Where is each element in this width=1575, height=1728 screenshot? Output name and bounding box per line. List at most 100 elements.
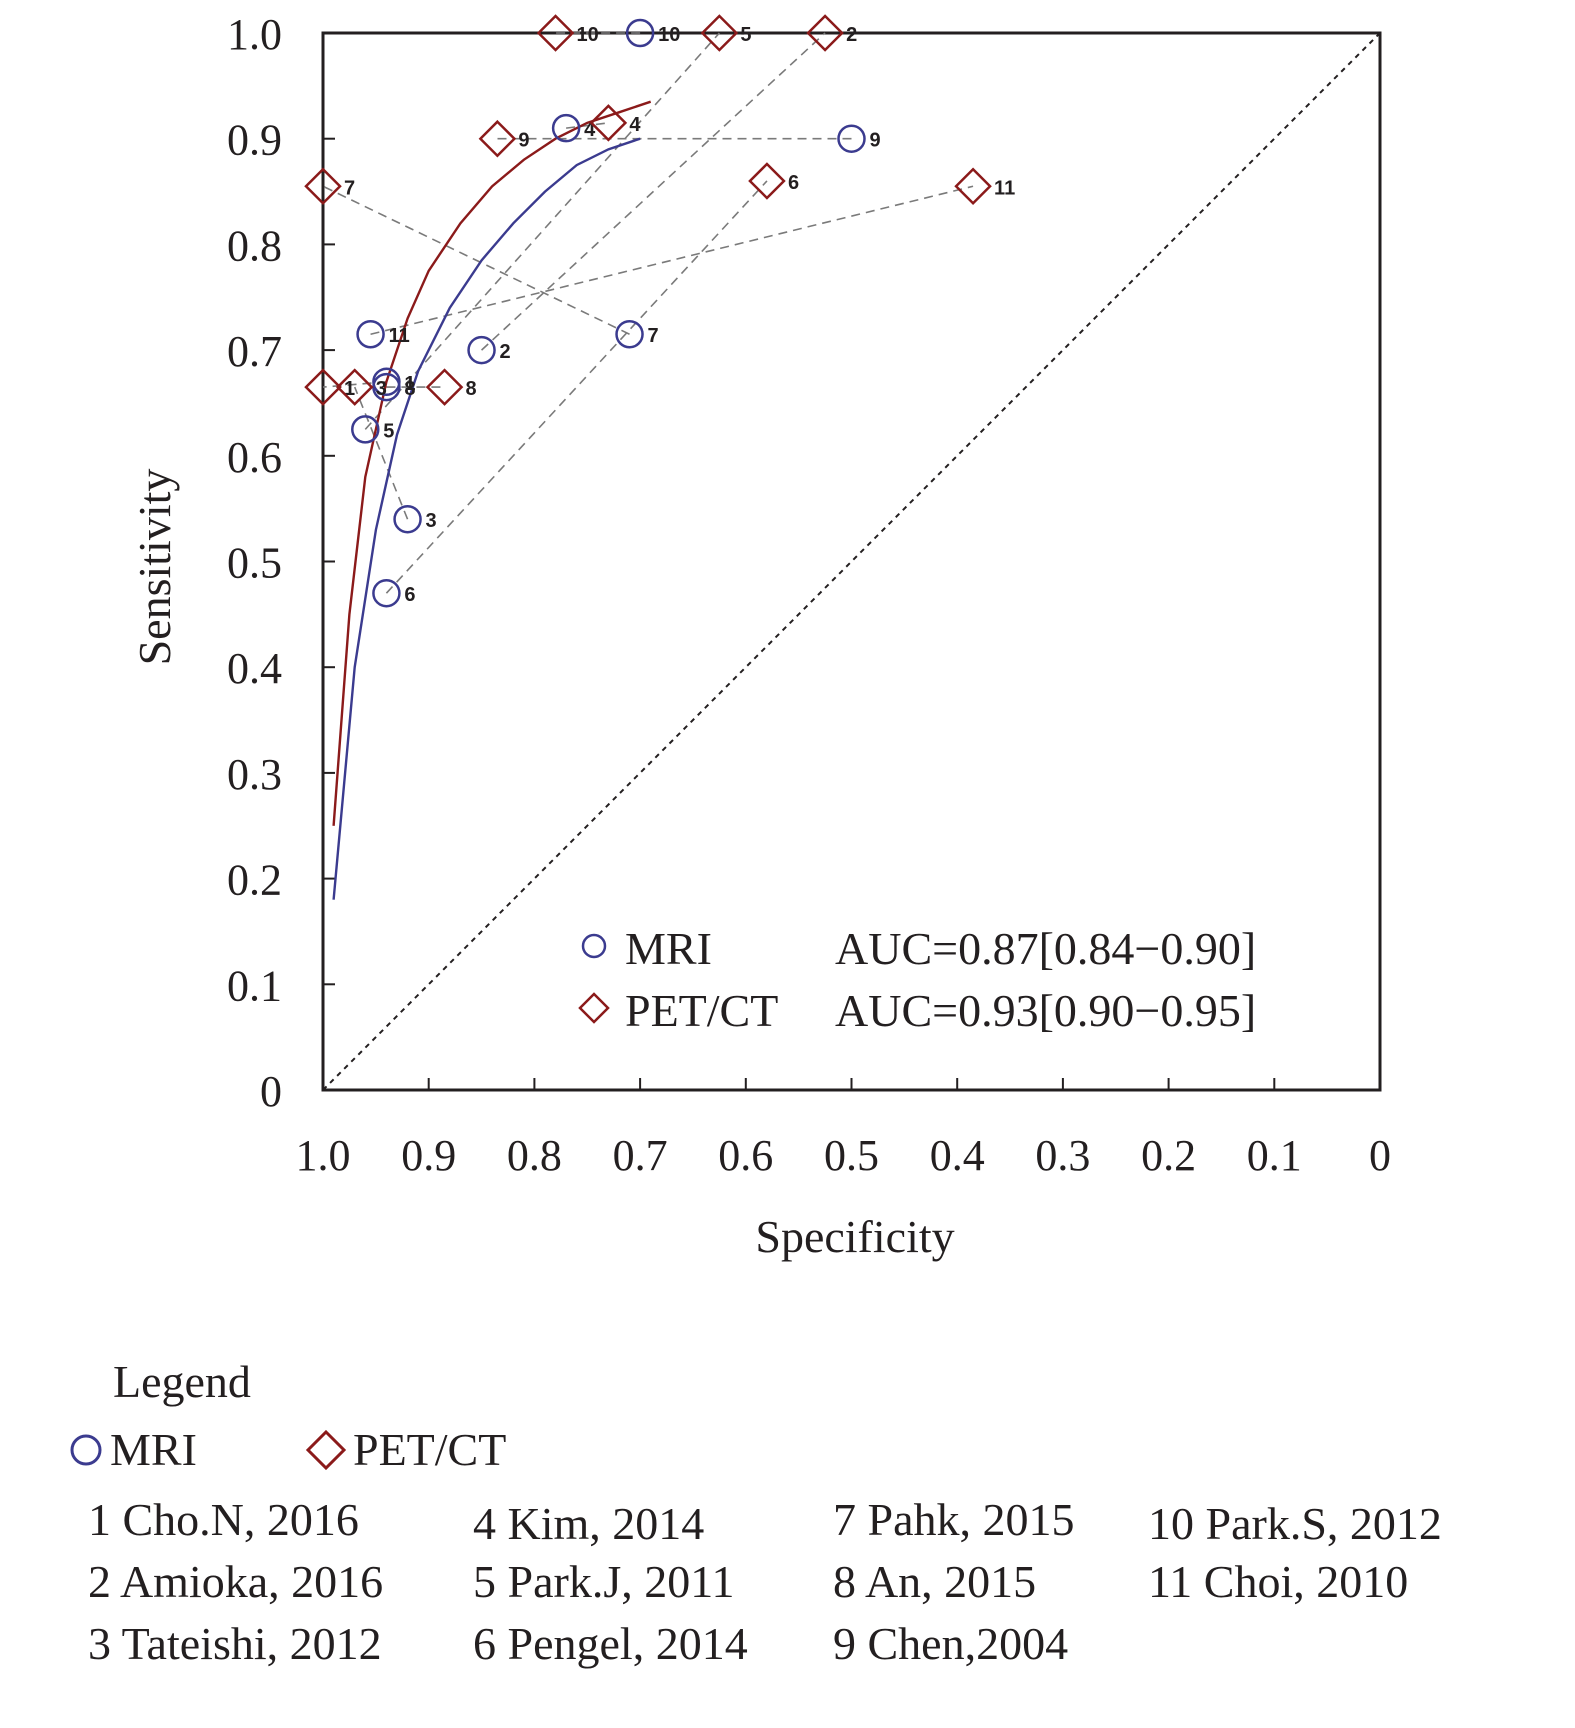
x-tick-label: 0 <box>1369 1131 1391 1180</box>
petct-point-label: 10 <box>577 24 599 46</box>
study-entry-11: 11 Choi, 2010 <box>1148 1556 1409 1607</box>
mri-point-label: 11 <box>389 325 410 347</box>
y-tick-label: 0.2 <box>227 856 282 905</box>
x-tick-label: 0.1 <box>1247 1131 1302 1180</box>
petct-point-label: 7 <box>344 177 355 199</box>
x-axis-title: Specificity <box>755 1211 954 1262</box>
study-pair-line <box>353 386 409 520</box>
study-entry-10: 10 Park.S, 2012 <box>1148 1498 1442 1549</box>
inset-auc-label: AUC=0.93[0.90−0.95] <box>835 985 1256 1036</box>
legend-key-mri: MRI <box>68 1423 197 1476</box>
petct-point <box>478 119 517 158</box>
study-pair-line <box>322 381 387 388</box>
x-tick-label: 0.5 <box>824 1131 879 1180</box>
inset-circle-icon <box>581 933 607 959</box>
paired-study-lines <box>322 32 974 594</box>
mri-sroc-curve <box>332 137 641 900</box>
mri-point <box>615 319 644 349</box>
x-tick-label: 0.4 <box>930 1131 985 1180</box>
circle-marker-icon <box>70 1434 102 1465</box>
inset-legend: MRI AUC=0.87[0.84−0.90] PET/CT AUC=0.93[0.9… <box>578 923 1256 1036</box>
plot-axes: 1.0 0.9 0.8 0.7 0.6 0.5 0.4 0.3 0.2 0.1 0 0 0.1 0.2 0.… <box>227 10 1391 1180</box>
mri-point <box>356 319 385 349</box>
study-entry-2: 2 Amioka, 2016 <box>88 1556 384 1607</box>
x-tick-label: 0.9 <box>401 1131 456 1180</box>
y-tick-label: 0.4 <box>227 644 282 693</box>
study-entry-3: 3 Tateishi, 2012 <box>88 1618 382 1669</box>
y-axis-title: Sensitivity <box>129 469 180 666</box>
diamond-marker-icon <box>305 1429 347 1470</box>
mri-point-label: 10 <box>658 24 680 46</box>
study-entry-4: 4 Kim, 2014 <box>473 1498 705 1549</box>
petct-point <box>700 14 739 52</box>
sroc-curves <box>332 100 652 900</box>
mri-point <box>551 113 581 143</box>
x-tick-label: 0.8 <box>507 1131 562 1180</box>
mri-point-label: 9 <box>870 130 881 152</box>
y-tick-label: 0.3 <box>227 750 282 799</box>
petct-point-label: 8 <box>466 378 477 400</box>
legend-key-petct: PET/CT <box>305 1423 506 1476</box>
petct-point-label: 9 <box>518 130 529 152</box>
y-tick-label: 0.1 <box>227 961 282 1010</box>
mri-point <box>625 18 655 48</box>
petct-point-label: 11 <box>994 177 1015 199</box>
mri-point-label: 5 <box>383 420 394 442</box>
mri-point-label: 2 <box>500 341 511 363</box>
petct-point <box>589 104 628 142</box>
petct-point <box>425 368 464 406</box>
y-tick-label: 0.7 <box>227 327 282 376</box>
petct-point <box>748 162 786 200</box>
petct-point-label: 3 <box>376 378 387 400</box>
y-tick-label: 0.8 <box>227 221 282 270</box>
study-entry-5: 5 Park.J, 2011 <box>473 1556 735 1607</box>
inset-auc-label: AUC=0.87[0.84−0.90] <box>835 923 1256 974</box>
legend-title: Legend <box>113 1356 251 1407</box>
y-tick-label: 0.5 <box>227 539 282 588</box>
petct-point <box>304 167 342 206</box>
mri-point <box>372 578 401 608</box>
study-pair-line <box>322 185 630 335</box>
study-pair-line <box>481 32 826 351</box>
legend-key-label: MRI <box>110 1424 197 1475</box>
mri-point <box>351 415 380 444</box>
mri-point-label: 3 <box>426 510 437 532</box>
study-entry-6: 6 Pengel, 2014 <box>473 1618 748 1669</box>
x-tick-label: 0.7 <box>613 1131 668 1180</box>
x-tick-label: 0.6 <box>718 1131 773 1180</box>
x-tick-label: 1.0 <box>296 1131 351 1180</box>
x-tick-label: 0.2 <box>1141 1131 1196 1180</box>
petct-point <box>304 368 342 406</box>
study-pair-line <box>364 32 720 430</box>
x-tick-label: 0.3 <box>1035 1131 1090 1180</box>
study-pair-line <box>566 122 609 129</box>
sroc-chart: 1.0 0.9 0.8 0.7 0.6 0.5 0.4 0.3 0.2 0.1 0 0 0.1 0.2 0.… <box>129 10 1391 1262</box>
inset-series-label: MRI <box>625 923 712 974</box>
study-legend: Legend MRI PET/CT 1 Cho.N, 2016 2 Amioka… <box>0 1355 1575 1728</box>
inset-series-label: PET/CT <box>625 985 778 1036</box>
mri-point-label: 8 <box>404 378 415 400</box>
y-tick-label: 0.6 <box>227 433 282 482</box>
petct-point-label: 2 <box>846 24 857 46</box>
inset-diamond-icon <box>578 992 610 1024</box>
petct-point-label: 4 <box>629 114 641 136</box>
study-entry-1: 1 Cho.N, 2016 <box>88 1494 359 1545</box>
petct-point-label: 1 <box>344 378 355 400</box>
petct-point <box>335 368 374 406</box>
legend-key-label: PET/CT <box>353 1424 507 1475</box>
petct-point-label: 5 <box>740 24 751 46</box>
y-tick-label: 1.0 <box>227 10 282 59</box>
study-entry-8: 8 An, 2015 <box>833 1556 1037 1607</box>
study-entry-7: 7 Pahk, 2015 <box>833 1494 1075 1545</box>
petct-point-label: 6 <box>788 172 799 194</box>
y-tick-label: 0.9 <box>227 116 282 165</box>
mri-point-label: 1 <box>404 373 415 395</box>
mri-point-label: 7 <box>648 325 659 347</box>
mri-point-label: 6 <box>404 584 415 606</box>
petct-point <box>954 167 992 206</box>
petct-sroc-curve <box>332 100 652 826</box>
study-pair-line <box>385 180 768 594</box>
petct-point <box>806 14 844 52</box>
study-entry-9: 9 Chen,2004 <box>833 1618 1069 1669</box>
